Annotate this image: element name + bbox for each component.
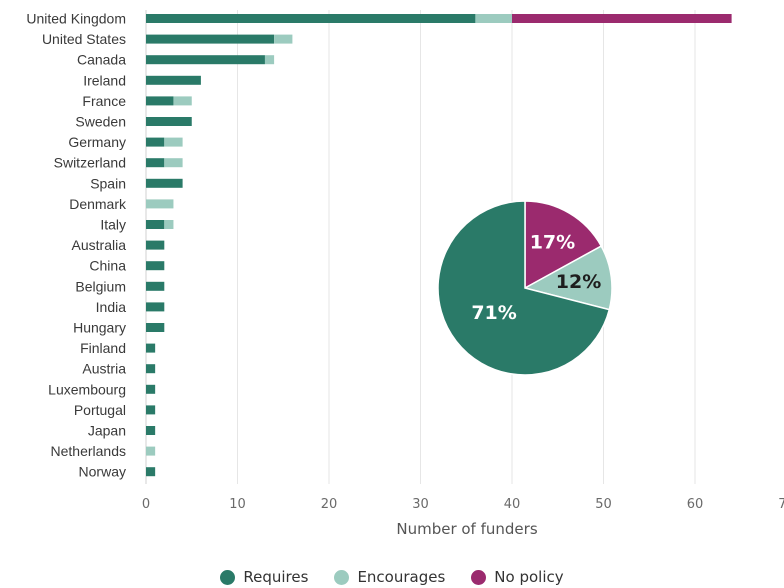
category-label: United Kingdom	[26, 11, 126, 27]
x-tick-label: 20	[321, 497, 338, 512]
category-label: Austria	[82, 361, 126, 377]
category-labels: United Kingdom United States Canada Ireland…	[26, 11, 127, 480]
legend-label-no-policy: No policy	[494, 568, 564, 586]
pie-slice-encourages	[522, 245, 613, 311]
category-label: Portugal	[74, 402, 126, 418]
x-tick-label: 10	[229, 497, 246, 512]
bar-requires-india	[146, 302, 165, 312]
bar-requires-canada	[146, 55, 265, 65]
category-label: United States	[42, 31, 126, 47]
pie-chart: 17% 12% 71%	[437, 200, 613, 376]
legend-label-encourages: Encourages	[357, 568, 446, 586]
x-tick-label: 0	[142, 497, 150, 512]
category-label: Luxembourg	[48, 381, 126, 397]
legend: Requires Encourages No policy	[0, 566, 784, 588]
category-label: Italy	[100, 217, 126, 233]
category-label: Netherlands	[51, 443, 127, 459]
bar-encourages-denmark	[146, 199, 174, 209]
category-label: Hungary	[73, 320, 126, 336]
category-label: Germany	[68, 134, 126, 150]
bar-requires-united-kingdom	[146, 14, 476, 23]
bar-requires-germany	[146, 137, 165, 147]
category-label: Canada	[77, 52, 126, 68]
bar-encourages-netherlands	[146, 446, 156, 456]
bar-requires-sweden	[146, 117, 192, 126]
bar-encourages-united-states	[274, 34, 293, 44]
legend-item-no-policy: No policy	[471, 568, 564, 586]
bar-encourages-canada	[264, 55, 275, 65]
category-label: India	[96, 299, 127, 315]
x-tick-label: 40	[504, 497, 521, 512]
category-label: Belgium	[75, 278, 126, 294]
x-axis-label: Number of funders	[396, 520, 537, 538]
bar-requires-luxembourg	[146, 384, 156, 394]
bar-requires-hungary	[146, 323, 165, 332]
legend-item-encourages: Encourages	[334, 568, 445, 586]
pie-label-no-policy: 17%	[530, 232, 575, 254]
bar-requires-united-states	[146, 34, 275, 44]
bar-encourages-switzerland	[164, 158, 183, 168]
category-label: Denmark	[69, 196, 127, 212]
x-tick-label: 70	[778, 497, 784, 512]
legend-swatch-requires	[220, 569, 236, 585]
gridlines	[145, 10, 696, 484]
category-label: France	[82, 93, 126, 109]
pie-label-encourages: 12%	[556, 271, 601, 293]
bar-requires-france	[146, 96, 174, 106]
bar-requires-ireland	[146, 75, 201, 85]
category-label: China	[89, 258, 126, 274]
bar-no-policy-united-kingdom	[512, 14, 732, 23]
bar-requires-belgium	[146, 281, 165, 291]
legend-item-requires: Requires	[220, 568, 308, 586]
legend-label-requires: Requires	[243, 568, 309, 586]
category-label: Australia	[72, 237, 127, 253]
category-label: Sweden	[75, 114, 126, 130]
bar-requires-austria	[146, 364, 156, 374]
bar-encourages-italy	[164, 220, 174, 229]
legend-swatch-no-policy	[471, 569, 487, 585]
legend-swatch-encourages	[334, 569, 350, 585]
pie-label-requires: 71%	[471, 302, 516, 324]
bar-encourages-germany	[164, 137, 183, 147]
bar-encourages-france	[173, 96, 192, 106]
x-tick-labels: 0 10 20 30 40 50 60 70	[142, 497, 784, 512]
pie-slice-no-policy	[524, 200, 603, 290]
chart: United Kingdom United States Canada Ireland…	[26, 10, 784, 538]
bar-requires-china	[146, 261, 165, 271]
bar-requires-finland	[146, 343, 156, 353]
bar-requires-portugal	[146, 405, 156, 415]
bar-requires-japan	[146, 426, 156, 435]
x-tick-label: 60	[687, 497, 704, 512]
category-label: Japan	[88, 423, 126, 439]
category-label: Switzerland	[54, 155, 126, 171]
bar-requires-spain	[146, 178, 183, 188]
bar-requires-italy	[146, 220, 165, 229]
category-label: Norway	[79, 464, 126, 480]
category-label: Finland	[80, 340, 126, 356]
bar-requires-australia	[146, 240, 165, 250]
x-tick-label: 50	[595, 497, 612, 512]
pie-slice-requires	[437, 200, 611, 376]
category-label: Spain	[90, 175, 126, 191]
x-tick-label: 30	[412, 497, 429, 512]
category-label: Ireland	[83, 72, 126, 88]
bar-requires-switzerland	[146, 158, 165, 168]
bar-chart-bars	[146, 14, 732, 477]
bar-requires-norway	[146, 467, 156, 477]
bar-encourages-united-kingdom	[475, 14, 512, 23]
